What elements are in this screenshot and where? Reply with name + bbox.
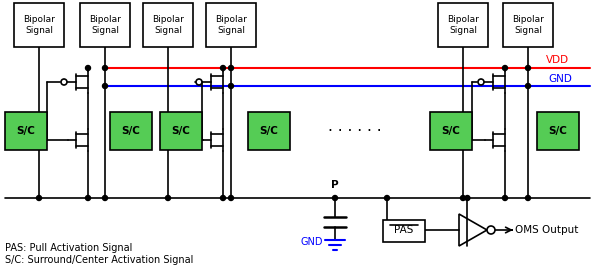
Bar (503, 3, 553, 47)
Circle shape (502, 195, 508, 200)
Bar (383, 220, 425, 242)
Text: Bipolar
Signal: Bipolar Signal (447, 15, 479, 35)
Circle shape (526, 195, 530, 200)
Bar (430, 112, 472, 150)
Bar (110, 112, 152, 150)
Text: S/C: S/C (548, 126, 567, 136)
Circle shape (220, 195, 225, 200)
Circle shape (85, 66, 90, 71)
Text: PAS: PAS (394, 225, 414, 235)
Bar (5, 112, 47, 150)
Text: GND: GND (300, 237, 323, 247)
Text: GND: GND (548, 74, 572, 84)
Text: S/C: S/C (122, 126, 141, 136)
Text: Bipolar
Signal: Bipolar Signal (23, 15, 55, 35)
Circle shape (228, 66, 233, 71)
Text: S/C: S/C (17, 126, 36, 136)
Circle shape (478, 79, 484, 85)
Circle shape (85, 195, 90, 200)
Circle shape (103, 195, 107, 200)
Text: S/C: S/C (441, 126, 460, 136)
Circle shape (103, 83, 107, 88)
Bar (143, 3, 193, 47)
Bar (248, 112, 290, 150)
Bar (80, 3, 130, 47)
Circle shape (487, 226, 495, 234)
Text: Bipolar
Signal: Bipolar Signal (89, 15, 121, 35)
Bar (14, 3, 64, 47)
Bar (438, 3, 488, 47)
Circle shape (166, 195, 171, 200)
Circle shape (460, 195, 465, 200)
Text: S/C: S/C (171, 126, 190, 136)
Text: S/C: Surround/Center Activation Signal: S/C: Surround/Center Activation Signal (5, 255, 193, 265)
Circle shape (526, 83, 530, 88)
Text: Bipolar
Signal: Bipolar Signal (512, 15, 544, 35)
Text: P: P (331, 180, 339, 190)
Circle shape (384, 195, 389, 200)
Circle shape (36, 195, 42, 200)
Bar (537, 112, 579, 150)
Circle shape (502, 66, 508, 71)
Bar (160, 112, 202, 150)
Bar (206, 3, 256, 47)
Circle shape (228, 195, 233, 200)
Text: OMS Output: OMS Output (515, 225, 578, 235)
Circle shape (61, 79, 67, 85)
Text: · · · · · ·: · · · · · · (328, 123, 382, 138)
Text: Bipolar
Signal: Bipolar Signal (152, 15, 184, 35)
Circle shape (196, 79, 202, 85)
Circle shape (333, 195, 338, 200)
Circle shape (220, 66, 225, 71)
Text: PAS: Pull Activation Signal: PAS: Pull Activation Signal (5, 243, 133, 253)
Circle shape (465, 195, 470, 200)
Text: VDD: VDD (546, 55, 569, 65)
Circle shape (103, 66, 107, 71)
Circle shape (228, 83, 233, 88)
Text: S/C: S/C (260, 126, 278, 136)
Circle shape (526, 66, 530, 71)
Text: Bipolar
Signal: Bipolar Signal (215, 15, 247, 35)
